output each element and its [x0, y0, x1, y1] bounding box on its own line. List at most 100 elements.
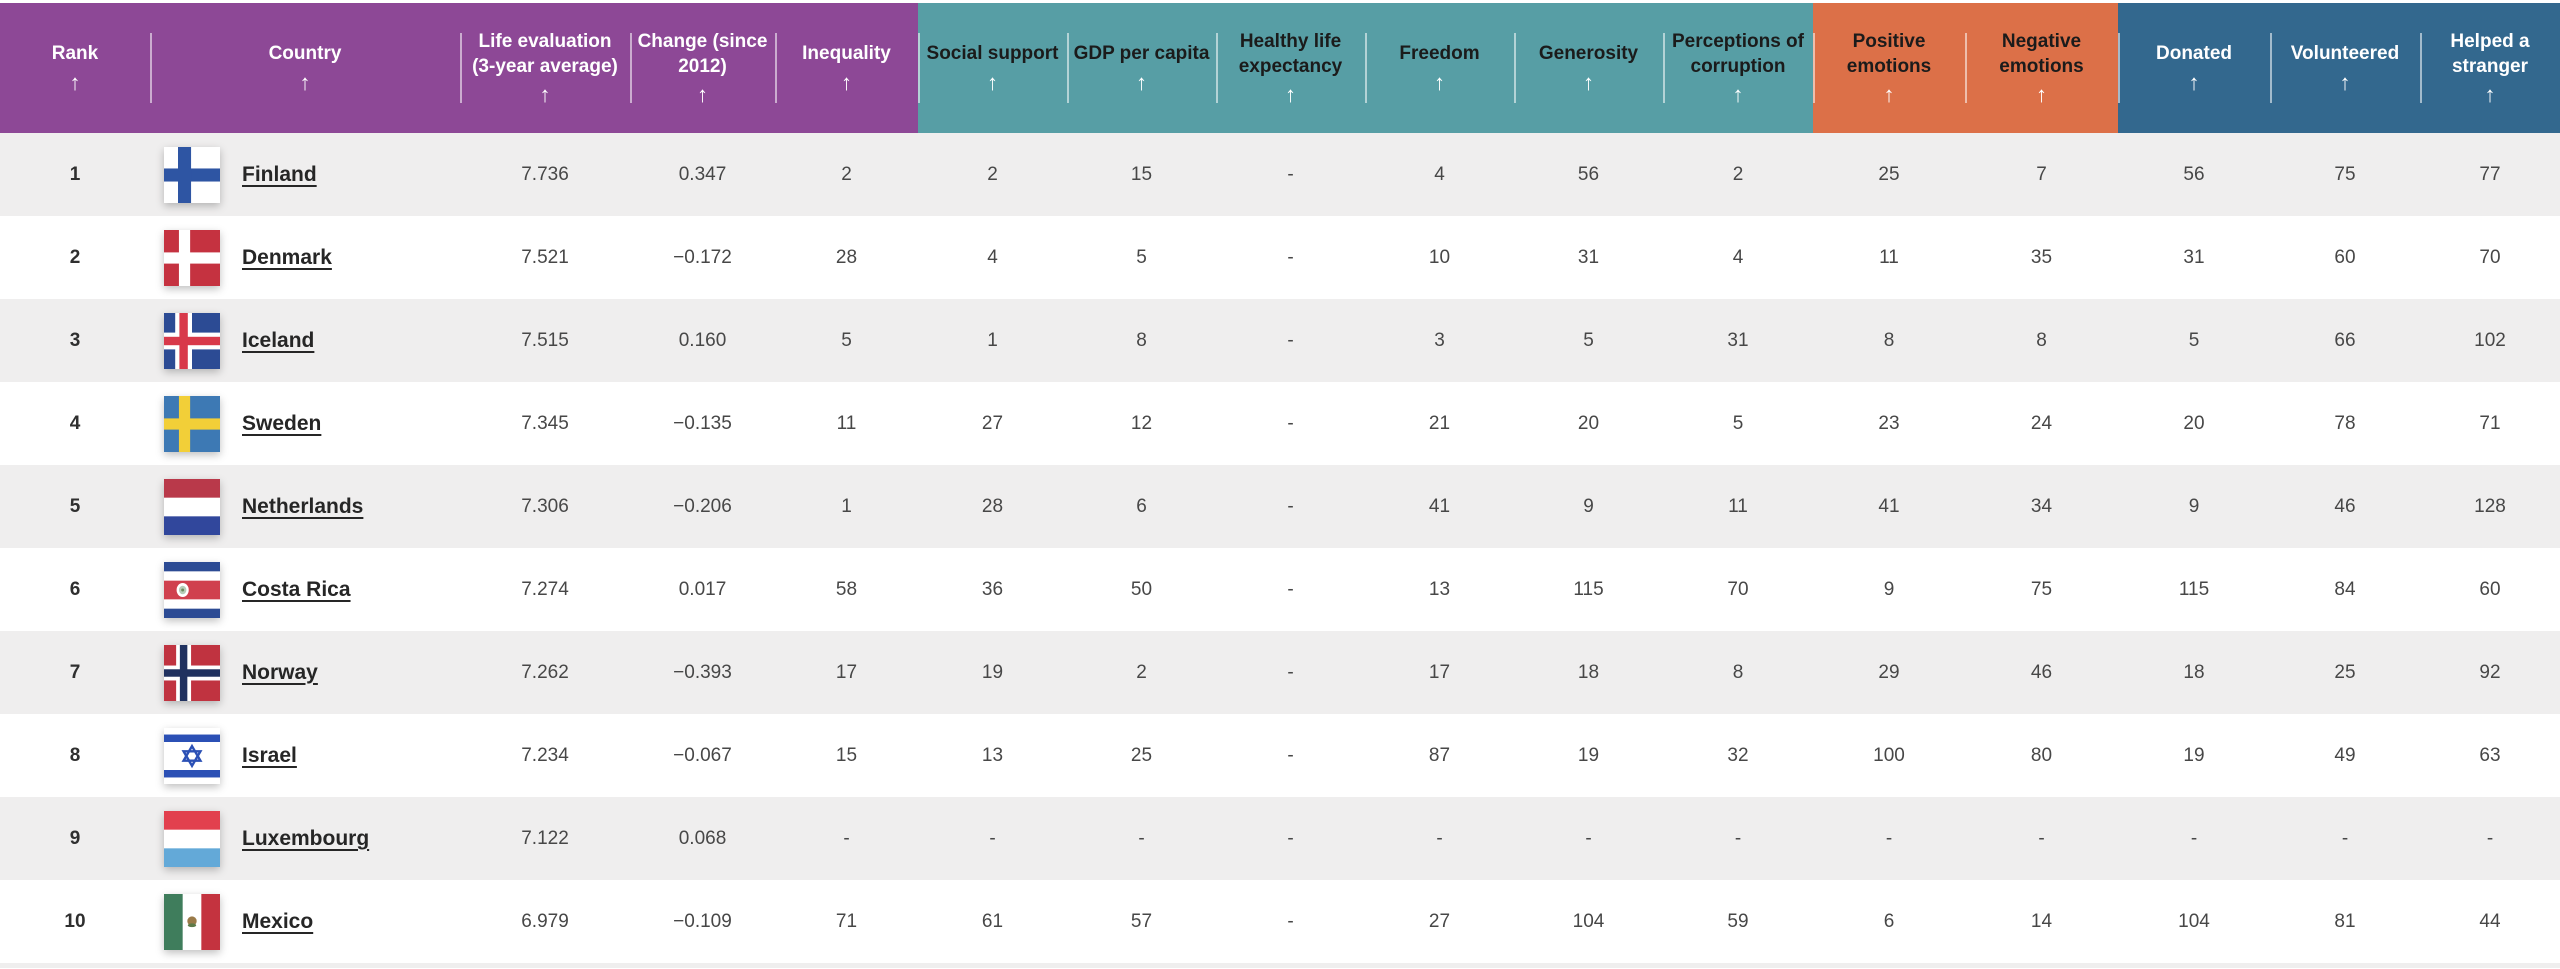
country-link[interactable]: Iceland — [242, 328, 315, 352]
country-link[interactable]: Finland — [242, 162, 317, 186]
sort-ascending-icon[interactable]: ↑ — [1434, 69, 1445, 95]
sort-ascending-icon[interactable]: ↑ — [987, 69, 998, 95]
column-header-gdp_per_capita[interactable]: GDP per capita ↑ — [1067, 3, 1216, 133]
corruption-value: 70 — [1727, 578, 1749, 600]
donated-value: - — [2190, 827, 2198, 849]
sort-ascending-icon[interactable]: ↑ — [2484, 81, 2496, 107]
column-header-volunteered[interactable]: Volunteered ↑ — [2270, 3, 2420, 133]
country-link[interactable]: Norway — [242, 660, 318, 684]
volunteered-value: 84 — [2334, 578, 2356, 600]
life_evaluation-value: 6.979 — [521, 910, 569, 932]
negative-value: 75 — [2030, 578, 2053, 600]
country-link[interactable]: Luxembourg — [242, 826, 370, 850]
country-link[interactable]: Denmark — [242, 245, 332, 269]
column-header-helped[interactable]: Helped a stranger ↑ — [2420, 3, 2560, 133]
column-header-label: Country — [268, 43, 342, 65]
column-header-inequality[interactable]: Inequality ↑ — [775, 3, 918, 133]
volunteered-value: 49 — [2334, 744, 2356, 766]
freedom-value: 10 — [1428, 246, 1451, 268]
freedom-value: 13 — [1428, 578, 1451, 600]
column-header-change[interactable]: Change (since 2012) ↑ — [630, 3, 775, 133]
generosity-value: 19 — [1577, 744, 1600, 766]
country-link[interactable]: Mexico — [242, 909, 314, 933]
life_evaluation-value: 7.262 — [521, 661, 569, 683]
change-value: 0.017 — [678, 578, 727, 600]
netherlands-flag-icon — [164, 478, 220, 535]
country-link[interactable]: Israel — [242, 743, 297, 767]
table-row: 1 Finland 7.736 0.347 2 2 15 - 4 56 2 25 7 56 75 77 — [0, 133, 2560, 216]
sort-ascending-icon[interactable]: ↑ — [299, 69, 311, 95]
volunteered-value: 75 — [2334, 163, 2356, 185]
volunteered-value: 66 — [2334, 329, 2356, 351]
country-cell: Israel — [150, 727, 460, 784]
column-header-country[interactable]: Country ↑ — [150, 3, 460, 133]
sort-ascending-icon[interactable]: ↑ — [539, 81, 551, 107]
column-header-social_support[interactable]: Social support ↑ — [918, 3, 1067, 133]
column-header-donated[interactable]: Donated ↑ — [2118, 3, 2270, 133]
freedom-value: 87 — [1428, 744, 1451, 766]
generosity-value: 31 — [1577, 246, 1600, 268]
gdp_per_capita-value: 6 — [1136, 495, 1147, 517]
column-header-freedom[interactable]: Freedom ↑ — [1365, 3, 1514, 133]
helped-value: 128 — [2474, 495, 2506, 517]
column-header-label: Inequality — [802, 43, 891, 65]
sort-ascending-icon[interactable]: ↑ — [2188, 69, 2200, 95]
column-header-life_evaluation[interactable]: Life evaluation (3-year average) ↑ — [460, 3, 630, 133]
life_evaluation-value: 7.736 — [521, 163, 569, 185]
country-link[interactable]: Netherlands — [242, 494, 364, 518]
sort-ascending-icon[interactable]: ↑ — [1732, 81, 1744, 107]
sort-ascending-icon[interactable]: ↑ — [697, 81, 708, 107]
change-value: 0.160 — [678, 329, 727, 351]
volunteered-value: 25 — [2334, 661, 2356, 683]
positive-value: 100 — [1873, 744, 1905, 766]
corruption-value: 5 — [1732, 412, 1744, 434]
positive-value: 23 — [1878, 412, 1900, 434]
life_evaluation-value: 7.306 — [521, 495, 569, 517]
table-row: 8 Israel 7.234 −0.067 15 13 25 - 87 19 32 100 80 19 49… — [0, 714, 2560, 797]
negative-value: 14 — [2030, 910, 2053, 932]
gdp_per_capita-value: 50 — [1130, 578, 1153, 600]
column-header-healthy_life[interactable]: Healthy life expectancy ↑ — [1216, 3, 1365, 133]
helped-value: 92 — [2479, 661, 2501, 683]
column-header-label: Life evaluation (3-year average) — [472, 31, 618, 77]
life_evaluation-value: 7.515 — [521, 329, 569, 351]
change-value: −0.393 — [673, 661, 732, 683]
column-header-rank[interactable]: Rank ↑ — [0, 3, 150, 133]
sort-ascending-icon[interactable]: ↑ — [841, 69, 852, 95]
donated-value: 56 — [2183, 163, 2205, 185]
table-row: 9 Luxembourg 7.122 0.068 - - - - - - - - - - - - — [0, 797, 2560, 880]
column-header-label: Perceptions of corruption — [1672, 31, 1804, 77]
negative-value: 8 — [2036, 329, 2047, 351]
rank-value: 3 — [69, 329, 81, 351]
positive-value: - — [1885, 827, 1893, 849]
freedom-value: 3 — [1434, 329, 1445, 351]
gdp_per_capita-value: 57 — [1130, 910, 1153, 932]
table-row: 6 Costa Rica 7.274 0.017 58 36 50 - 13 115 70 9 75 11… — [0, 548, 2560, 631]
inequality-value: 5 — [841, 329, 852, 351]
sort-ascending-icon[interactable]: ↑ — [1883, 81, 1895, 107]
column-header-label: Positive emotions — [1846, 31, 1932, 77]
helped-value: 63 — [2479, 744, 2501, 766]
generosity-value: 56 — [1577, 163, 1600, 185]
sort-ascending-icon[interactable]: ↑ — [2036, 81, 2047, 107]
column-header-negative[interactable]: Negative emotions ↑ — [1965, 3, 2118, 133]
sort-ascending-icon[interactable]: ↑ — [1285, 81, 1296, 107]
corruption-value: - — [1734, 827, 1742, 849]
column-header-corruption[interactable]: Perceptions of corruption ↑ — [1663, 3, 1813, 133]
inequality-value: 71 — [835, 910, 858, 932]
sort-ascending-icon[interactable]: ↑ — [1136, 69, 1147, 95]
sort-ascending-icon[interactable]: ↑ — [1583, 69, 1594, 95]
country-link[interactable]: Costa Rica — [242, 577, 351, 601]
healthy_life-value: - — [1287, 495, 1294, 517]
sort-ascending-icon[interactable]: ↑ — [69, 69, 81, 95]
volunteered-value: 46 — [2334, 495, 2356, 517]
rank-value: 10 — [64, 910, 86, 932]
column-header-positive[interactable]: Positive emotions ↑ — [1813, 3, 1965, 133]
inequality-value: 17 — [835, 661, 858, 683]
country-link[interactable]: Sweden — [242, 411, 322, 435]
sort-ascending-icon[interactable]: ↑ — [2339, 69, 2351, 95]
healthy_life-value: - — [1287, 578, 1294, 600]
column-header-generosity[interactable]: Generosity ↑ — [1514, 3, 1663, 133]
corruption-value: 8 — [1732, 661, 1744, 683]
change-value: 0.068 — [678, 827, 727, 849]
